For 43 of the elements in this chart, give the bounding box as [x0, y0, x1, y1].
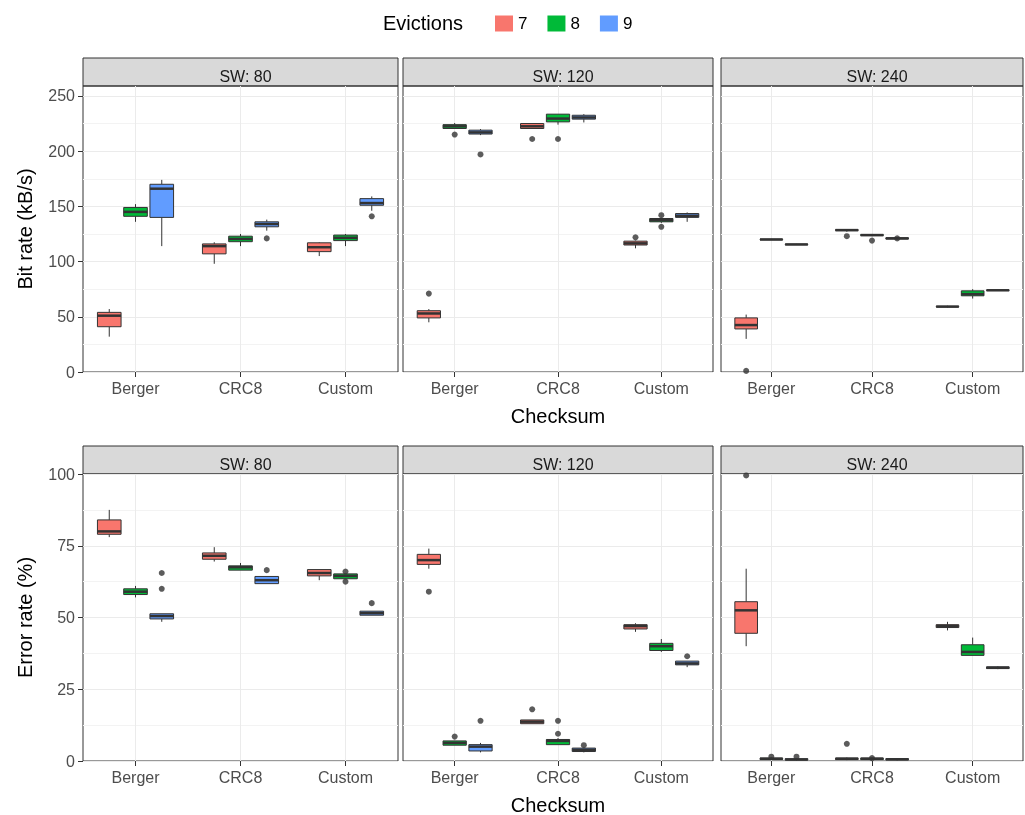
legend-title: Evictions: [383, 12, 464, 34]
y-tick-label: 100: [48, 253, 76, 271]
x-axis-title: Checksum: [510, 794, 606, 815]
legend-label: 8: [570, 14, 580, 33]
chart-title: SW: 240: [846, 455, 908, 473]
chart-title: SW: 240: [846, 67, 908, 85]
x-tick-label: Berger: [430, 768, 480, 786]
y-tick-label: 0: [66, 752, 76, 770]
y-tick-label: 250: [48, 87, 76, 105]
x-tick-label: CRC8: [536, 379, 580, 397]
y-tick-label: 200: [48, 142, 76, 160]
y-tick-label: 100: [48, 465, 76, 483]
x-tick-label: CRC8: [218, 768, 263, 786]
y-axis-title: Error rate (%): [14, 556, 36, 679]
x-tick-label: Berger: [111, 768, 161, 786]
y-tick-label: 0: [66, 363, 76, 381]
y-tick-label: 150: [48, 197, 76, 215]
y-tick-label: 50: [57, 308, 76, 326]
x-tick-label: Custom: [633, 768, 689, 786]
x-tick-label: Berger: [747, 768, 797, 786]
y-tick-label: 50: [57, 609, 76, 626]
x-tick-label: Custom: [945, 379, 1001, 397]
y-tick-label: 75: [57, 537, 76, 555]
chart-title: SW: 80: [219, 67, 272, 85]
x-tick-label: Berger: [747, 379, 797, 397]
y-axis-title: Bit rate (kB/s): [14, 168, 36, 290]
x-tick-label: CRC8: [850, 768, 894, 786]
x-tick-label: Berger: [111, 379, 161, 397]
x-tick-label: CRC8: [850, 379, 894, 397]
y-tick-label: 25: [57, 680, 76, 698]
chart-title: SW: 120: [532, 455, 594, 473]
x-tick-label: CRC8: [536, 768, 580, 786]
chart-title: SW: 120: [532, 67, 594, 85]
legend-label: 7: [518, 14, 528, 33]
x-tick-label: Custom: [317, 768, 374, 786]
x-tick-label: Custom: [317, 379, 374, 397]
x-tick-label: Custom: [945, 768, 1001, 786]
x-tick-label: Custom: [633, 379, 689, 397]
chart-title: SW: 80: [219, 455, 272, 473]
legend-label: 9: [622, 14, 633, 33]
x-tick-label: Berger: [430, 379, 480, 397]
x-tick-label: CRC8: [218, 379, 263, 397]
x-axis-title: Checksum: [510, 405, 606, 427]
